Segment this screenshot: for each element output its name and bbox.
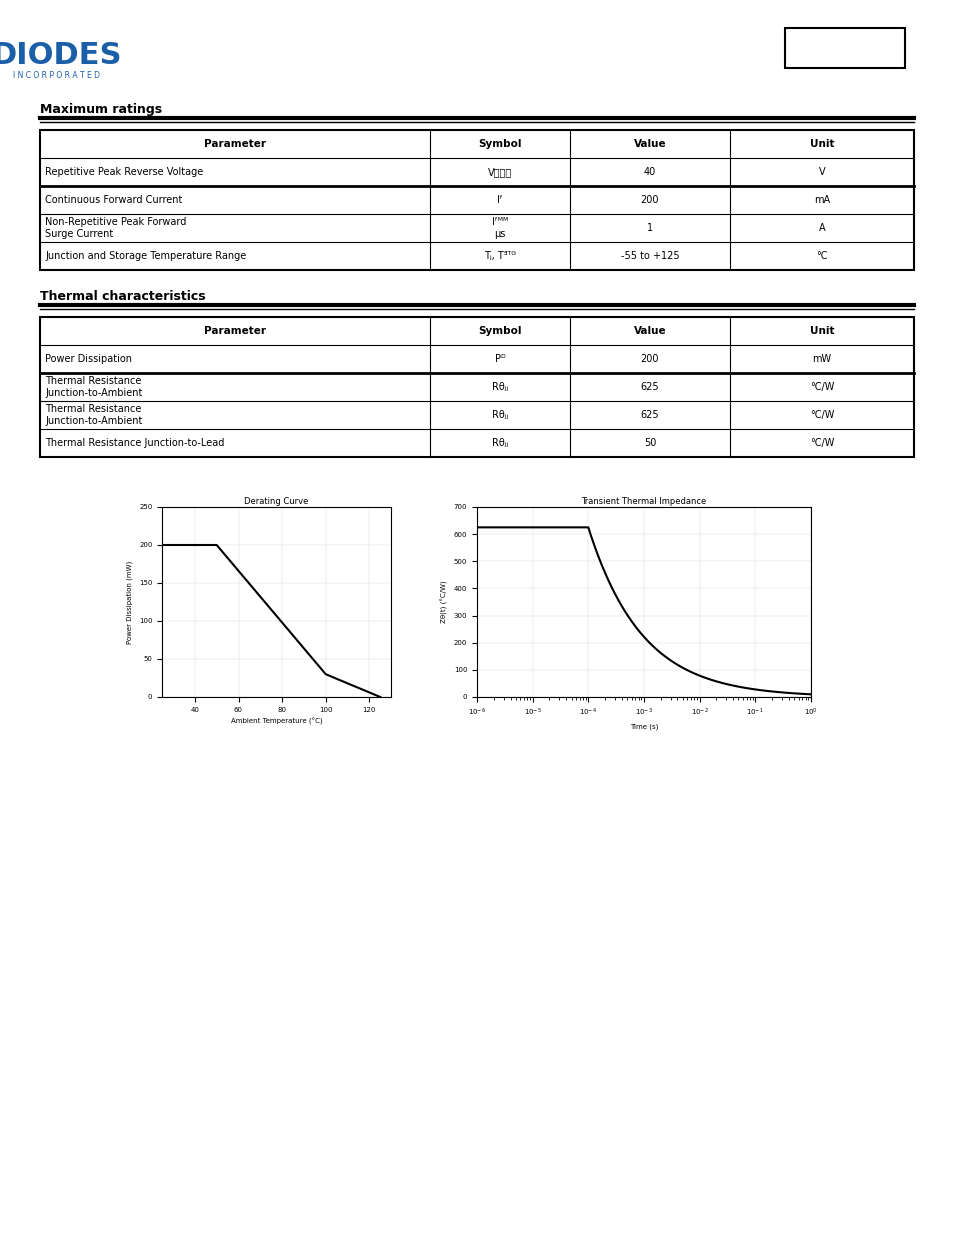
Text: 1: 1 [646, 224, 653, 233]
Title: Transient Thermal Impedance: Transient Thermal Impedance [580, 498, 706, 506]
Text: Unit: Unit [809, 140, 833, 149]
Text: 200: 200 [640, 195, 659, 205]
Text: Repetitive Peak Reverse Voltage: Repetitive Peak Reverse Voltage [45, 167, 203, 177]
Text: 50: 50 [643, 438, 656, 448]
Text: Symbol: Symbol [477, 326, 521, 336]
Y-axis label: Zθ(t) (°C/W): Zθ(t) (°C/W) [440, 580, 448, 624]
Text: Rθⱼⱼ: Rθⱼⱼ [492, 382, 508, 391]
Text: Power Dissipation: Power Dissipation [45, 354, 132, 364]
Text: Junction-to-Ambient: Junction-to-Ambient [45, 388, 142, 398]
Text: Vᴯᴯᴯ: Vᴯᴯᴯ [487, 167, 512, 177]
Text: Value: Value [633, 326, 665, 336]
Text: Rθⱼⱼ: Rθⱼⱼ [492, 410, 508, 420]
Text: Parameter: Parameter [204, 326, 266, 336]
Bar [15, 30, 100, 85]
Text: Continuous Forward Current: Continuous Forward Current [45, 195, 182, 205]
Text: Tⱼ, Tᴲᵀᴳ: Tⱼ, Tᴲᵀᴳ [483, 251, 516, 261]
Text: Junction and Storage Temperature Range: Junction and Storage Temperature Range [45, 251, 246, 261]
Text: Parameter: Parameter [204, 140, 266, 149]
Text: Thermal characteristics: Thermal characteristics [40, 290, 206, 304]
Y-axis label: Power Dissipation (mW): Power Dissipation (mW) [127, 561, 133, 643]
Text: Thermal Resistance: Thermal Resistance [45, 404, 141, 414]
Text: Value: Value [633, 140, 665, 149]
Text: Thermal Resistance: Thermal Resistance [45, 375, 141, 387]
Text: mW: mW [812, 354, 831, 364]
Text: °C/W: °C/W [809, 410, 833, 420]
Title: Derating Curve: Derating Curve [244, 498, 309, 506]
X-axis label: Ambient Temperature (°C): Ambient Temperature (°C) [231, 719, 322, 725]
Text: μs: μs [494, 228, 505, 240]
Text: I N C O R P O R A T E D: I N C O R P O R A T E D [13, 70, 100, 79]
Text: Rθⱼⱼ: Rθⱼⱼ [492, 438, 508, 448]
Text: Maximum ratings: Maximum ratings [40, 104, 162, 116]
Text: Surge Current: Surge Current [45, 228, 113, 240]
Text: Non-Repetitive Peak Forward: Non-Repetitive Peak Forward [45, 217, 186, 227]
Bar [40, 317, 913, 457]
Text: 625: 625 [640, 382, 659, 391]
Bar [40, 130, 913, 270]
X-axis label: Time (s): Time (s) [629, 724, 658, 730]
Text: °C/W: °C/W [809, 382, 833, 391]
Text: -55 to +125: -55 to +125 [620, 251, 679, 261]
Text: 40: 40 [643, 167, 656, 177]
Text: V: V [818, 167, 824, 177]
Text: DIODES: DIODES [0, 41, 122, 69]
Text: 625: 625 [640, 410, 659, 420]
Text: Iᶠᴹᴹ: Iᶠᴹᴹ [492, 217, 508, 227]
Text: Junction-to-Ambient: Junction-to-Ambient [45, 416, 142, 426]
Text: Iᶠ: Iᶠ [497, 195, 502, 205]
Bar [784, 28, 904, 68]
Text: Symbol: Symbol [477, 140, 521, 149]
Text: °C/W: °C/W [809, 438, 833, 448]
Text: °C: °C [816, 251, 827, 261]
Text: Unit: Unit [809, 326, 833, 336]
Text: Pᴰ: Pᴰ [494, 354, 505, 364]
Text: 200: 200 [640, 354, 659, 364]
Text: A: A [818, 224, 824, 233]
Text: mA: mA [813, 195, 829, 205]
Text: Thermal Resistance Junction-to-Lead: Thermal Resistance Junction-to-Lead [45, 438, 224, 448]
